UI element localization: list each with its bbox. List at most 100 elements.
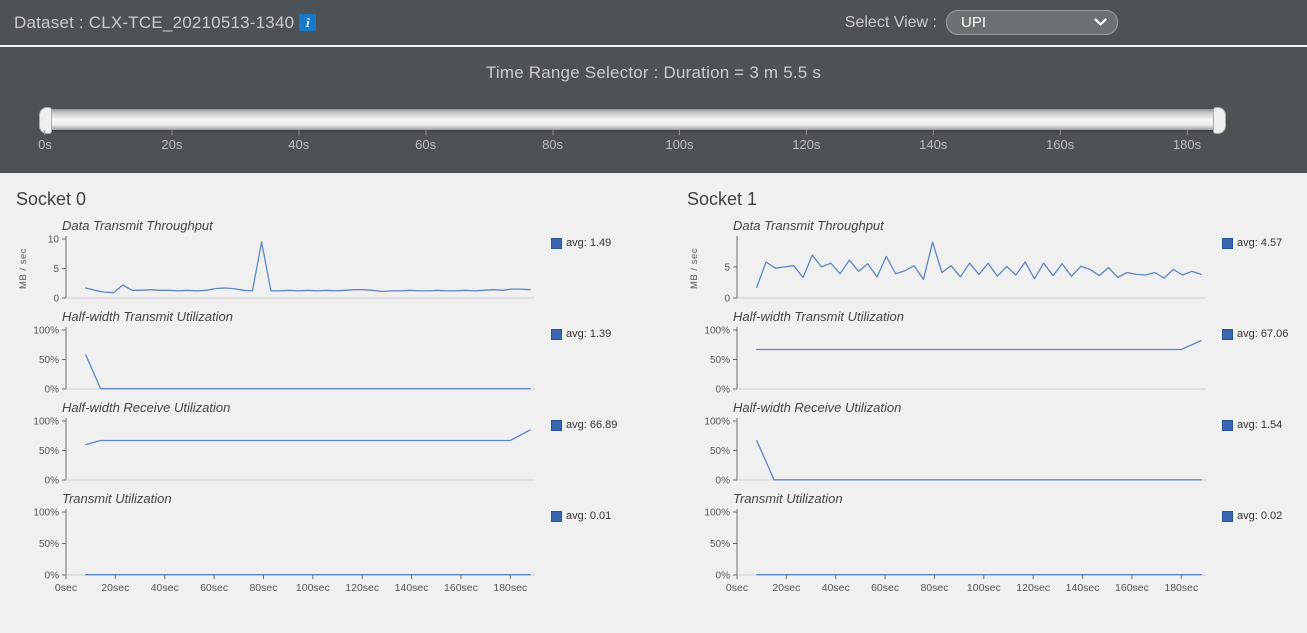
legend-avg-value: avg: 1.49 — [566, 237, 612, 249]
chart-title: Transmit Utilization — [62, 491, 172, 506]
svg-text:160sec: 160sec — [444, 582, 478, 594]
legend-swatch-icon — [1222, 328, 1233, 340]
svg-text:0%: 0% — [716, 385, 731, 394]
chart-title: Transmit Utilization — [733, 491, 843, 506]
svg-text:50%: 50% — [710, 539, 730, 550]
chart-title: Half-width Transmit Utilization — [733, 309, 904, 324]
slider-tick-label: 0s — [38, 130, 52, 154]
legend-avg-value: avg: 0.01 — [566, 510, 612, 522]
svg-text:0%: 0% — [716, 571, 731, 582]
select-view-value: UPI — [961, 14, 987, 31]
slider-handle-right[interactable] — [1213, 107, 1226, 134]
svg-text:100%: 100% — [704, 326, 730, 337]
info-icon[interactable]: i — [299, 14, 317, 31]
svg-text:5: 5 — [53, 264, 59, 275]
svg-text:180sec: 180sec — [1164, 582, 1198, 594]
chart-block: Transmit Utilization 0% 50% 100% 0sec 20sec 4… — [14, 491, 626, 597]
slider-tick-label: 40s — [288, 130, 309, 154]
slider-tick-label: 120s — [792, 130, 820, 154]
header-separator — [0, 45, 1307, 47]
time-range-slider[interactable] — [39, 107, 1226, 134]
chart-title: Half-width Receive Utilization — [733, 400, 902, 415]
chart-block: Half-width Transmit Utilization 0% 50% 100… — [685, 309, 1297, 393]
socket-1-section: Socket 1 Data Transmit Throughput 0 5 MB /… — [685, 189, 1297, 604]
svg-text:120sec: 120sec — [1016, 582, 1050, 594]
svg-text:140sec: 140sec — [1066, 582, 1100, 594]
svg-text:50%: 50% — [39, 539, 59, 550]
legend-swatch-icon — [551, 510, 562, 522]
svg-text:40sec: 40sec — [822, 582, 850, 594]
select-view-label: Select View : — [844, 13, 937, 31]
legend-swatch-icon — [1222, 237, 1233, 249]
legend-swatch-icon — [551, 328, 562, 340]
select-view-dropdown[interactable]: UPI — [946, 10, 1118, 35]
svg-text:100%: 100% — [704, 508, 730, 519]
chart-legend: avg: 1.54 — [1222, 419, 1282, 431]
legend-swatch-icon — [1222, 510, 1233, 522]
chart-legend: avg: 4.57 — [1222, 237, 1282, 249]
svg-text:80sec: 80sec — [920, 582, 948, 594]
chart-canvas-s1-data-transmit-throughput: 0 5 MB / sec — [689, 236, 1206, 303]
svg-text:100%: 100% — [704, 417, 730, 428]
slider-tick-label: 80s — [542, 130, 563, 154]
slider-tick-label: 60s — [415, 130, 436, 154]
svg-text:0: 0 — [53, 294, 59, 303]
chart-block: Half-width Receive Utilization 0% 50% 100%… — [685, 400, 1297, 484]
slider-tick-label: 180s — [1173, 130, 1201, 154]
legend-avg-value: avg: 0.02 — [1237, 510, 1283, 522]
chart-canvas-s1-halfwidth-transmit-utilization: 0% 50% 100% — [704, 326, 1206, 394]
legend-avg-value: avg: 66.89 — [566, 419, 618, 431]
select-view-group: Select View : UPI — [845, 10, 1118, 35]
svg-text:0sec: 0sec — [726, 582, 748, 594]
legend-swatch-icon — [1222, 419, 1233, 431]
svg-text:0%: 0% — [45, 385, 60, 394]
chart-legend: avg: 1.49 — [551, 237, 611, 249]
socket-1-title: Socket 1 — [687, 189, 758, 209]
socket-0-title: Socket 0 — [16, 189, 87, 209]
chart-canvas-s0-halfwidth-receive-utilization: 0% 50% 100% — [33, 417, 535, 484]
slider-handle-left[interactable] — [39, 107, 52, 134]
chart-block: Data Transmit Throughput 0 5 10 MB / sec av… — [14, 218, 626, 302]
svg-text:100%: 100% — [33, 508, 59, 519]
svg-text:120sec: 120sec — [345, 582, 379, 594]
svg-text:100%: 100% — [33, 417, 59, 428]
chart-canvas-s0-halfwidth-transmit-utilization: 0% 50% 100% — [33, 326, 535, 394]
svg-text:MB / sec: MB / sec — [18, 248, 29, 289]
top-bar: Dataset : CLX-TCE_20210513-1340 i Select… — [0, 0, 1307, 45]
svg-text:0%: 0% — [716, 476, 731, 485]
svg-text:40sec: 40sec — [151, 582, 179, 594]
svg-text:100sec: 100sec — [296, 582, 330, 594]
chart-block: Half-width Receive Utilization 0% 50% 100%… — [14, 400, 626, 484]
svg-text:0: 0 — [724, 294, 730, 303]
chart-legend: avg: 66.89 — [551, 419, 617, 431]
chart-canvas-s1-halfwidth-receive-utilization: 0% 50% 100% — [704, 417, 1206, 485]
svg-text:MB / sec: MB / sec — [689, 248, 700, 289]
legend-swatch-icon — [551, 237, 562, 249]
socket-0-section: Socket 0 Data Transmit Throughput 0 5 10 MB… — [14, 189, 626, 604]
svg-text:180sec: 180sec — [493, 582, 527, 594]
chart-block: Transmit Utilization 0% 50% 100% 0sec 20sec 4… — [685, 491, 1297, 597]
svg-text:100%: 100% — [33, 326, 59, 337]
time-range-title: Time Range Selector : Duration = 3 m 5.5… — [485, 63, 822, 82]
chart-legend: avg: 0.01 — [551, 510, 611, 522]
svg-text:10: 10 — [48, 235, 60, 246]
chart-title: Data Transmit Throughput — [733, 218, 884, 233]
slider-tick-rail: 0s 20s 40s 60s 80s 100s 120s 140s 160s 180s — [38, 130, 1201, 156]
svg-text:50%: 50% — [710, 446, 730, 457]
svg-text:60sec: 60sec — [200, 582, 228, 594]
charts-content: Socket 0 Data Transmit Throughput 0 5 10 MB… — [0, 173, 1307, 604]
chevron-down-icon — [1094, 18, 1107, 26]
svg-text:20sec: 20sec — [101, 582, 129, 594]
svg-text:50%: 50% — [710, 355, 730, 366]
chart-canvas-s0-data-transmit-throughput: 0 5 10 MB / sec — [18, 235, 535, 303]
chart-title: Half-width Transmit Utilization — [62, 309, 233, 324]
svg-text:20sec: 20sec — [772, 582, 800, 594]
chart-title: Data Transmit Throughput — [62, 218, 213, 233]
svg-text:160sec: 160sec — [1115, 582, 1149, 594]
slider-tick-label: 20s — [161, 130, 182, 154]
svg-text:80sec: 80sec — [249, 582, 277, 594]
svg-text:50%: 50% — [39, 355, 59, 366]
legend-avg-value: avg: 67.06 — [1237, 328, 1289, 340]
slider-tick-label: 100s — [665, 130, 694, 154]
legend-avg-value: avg: 4.57 — [1237, 237, 1283, 249]
